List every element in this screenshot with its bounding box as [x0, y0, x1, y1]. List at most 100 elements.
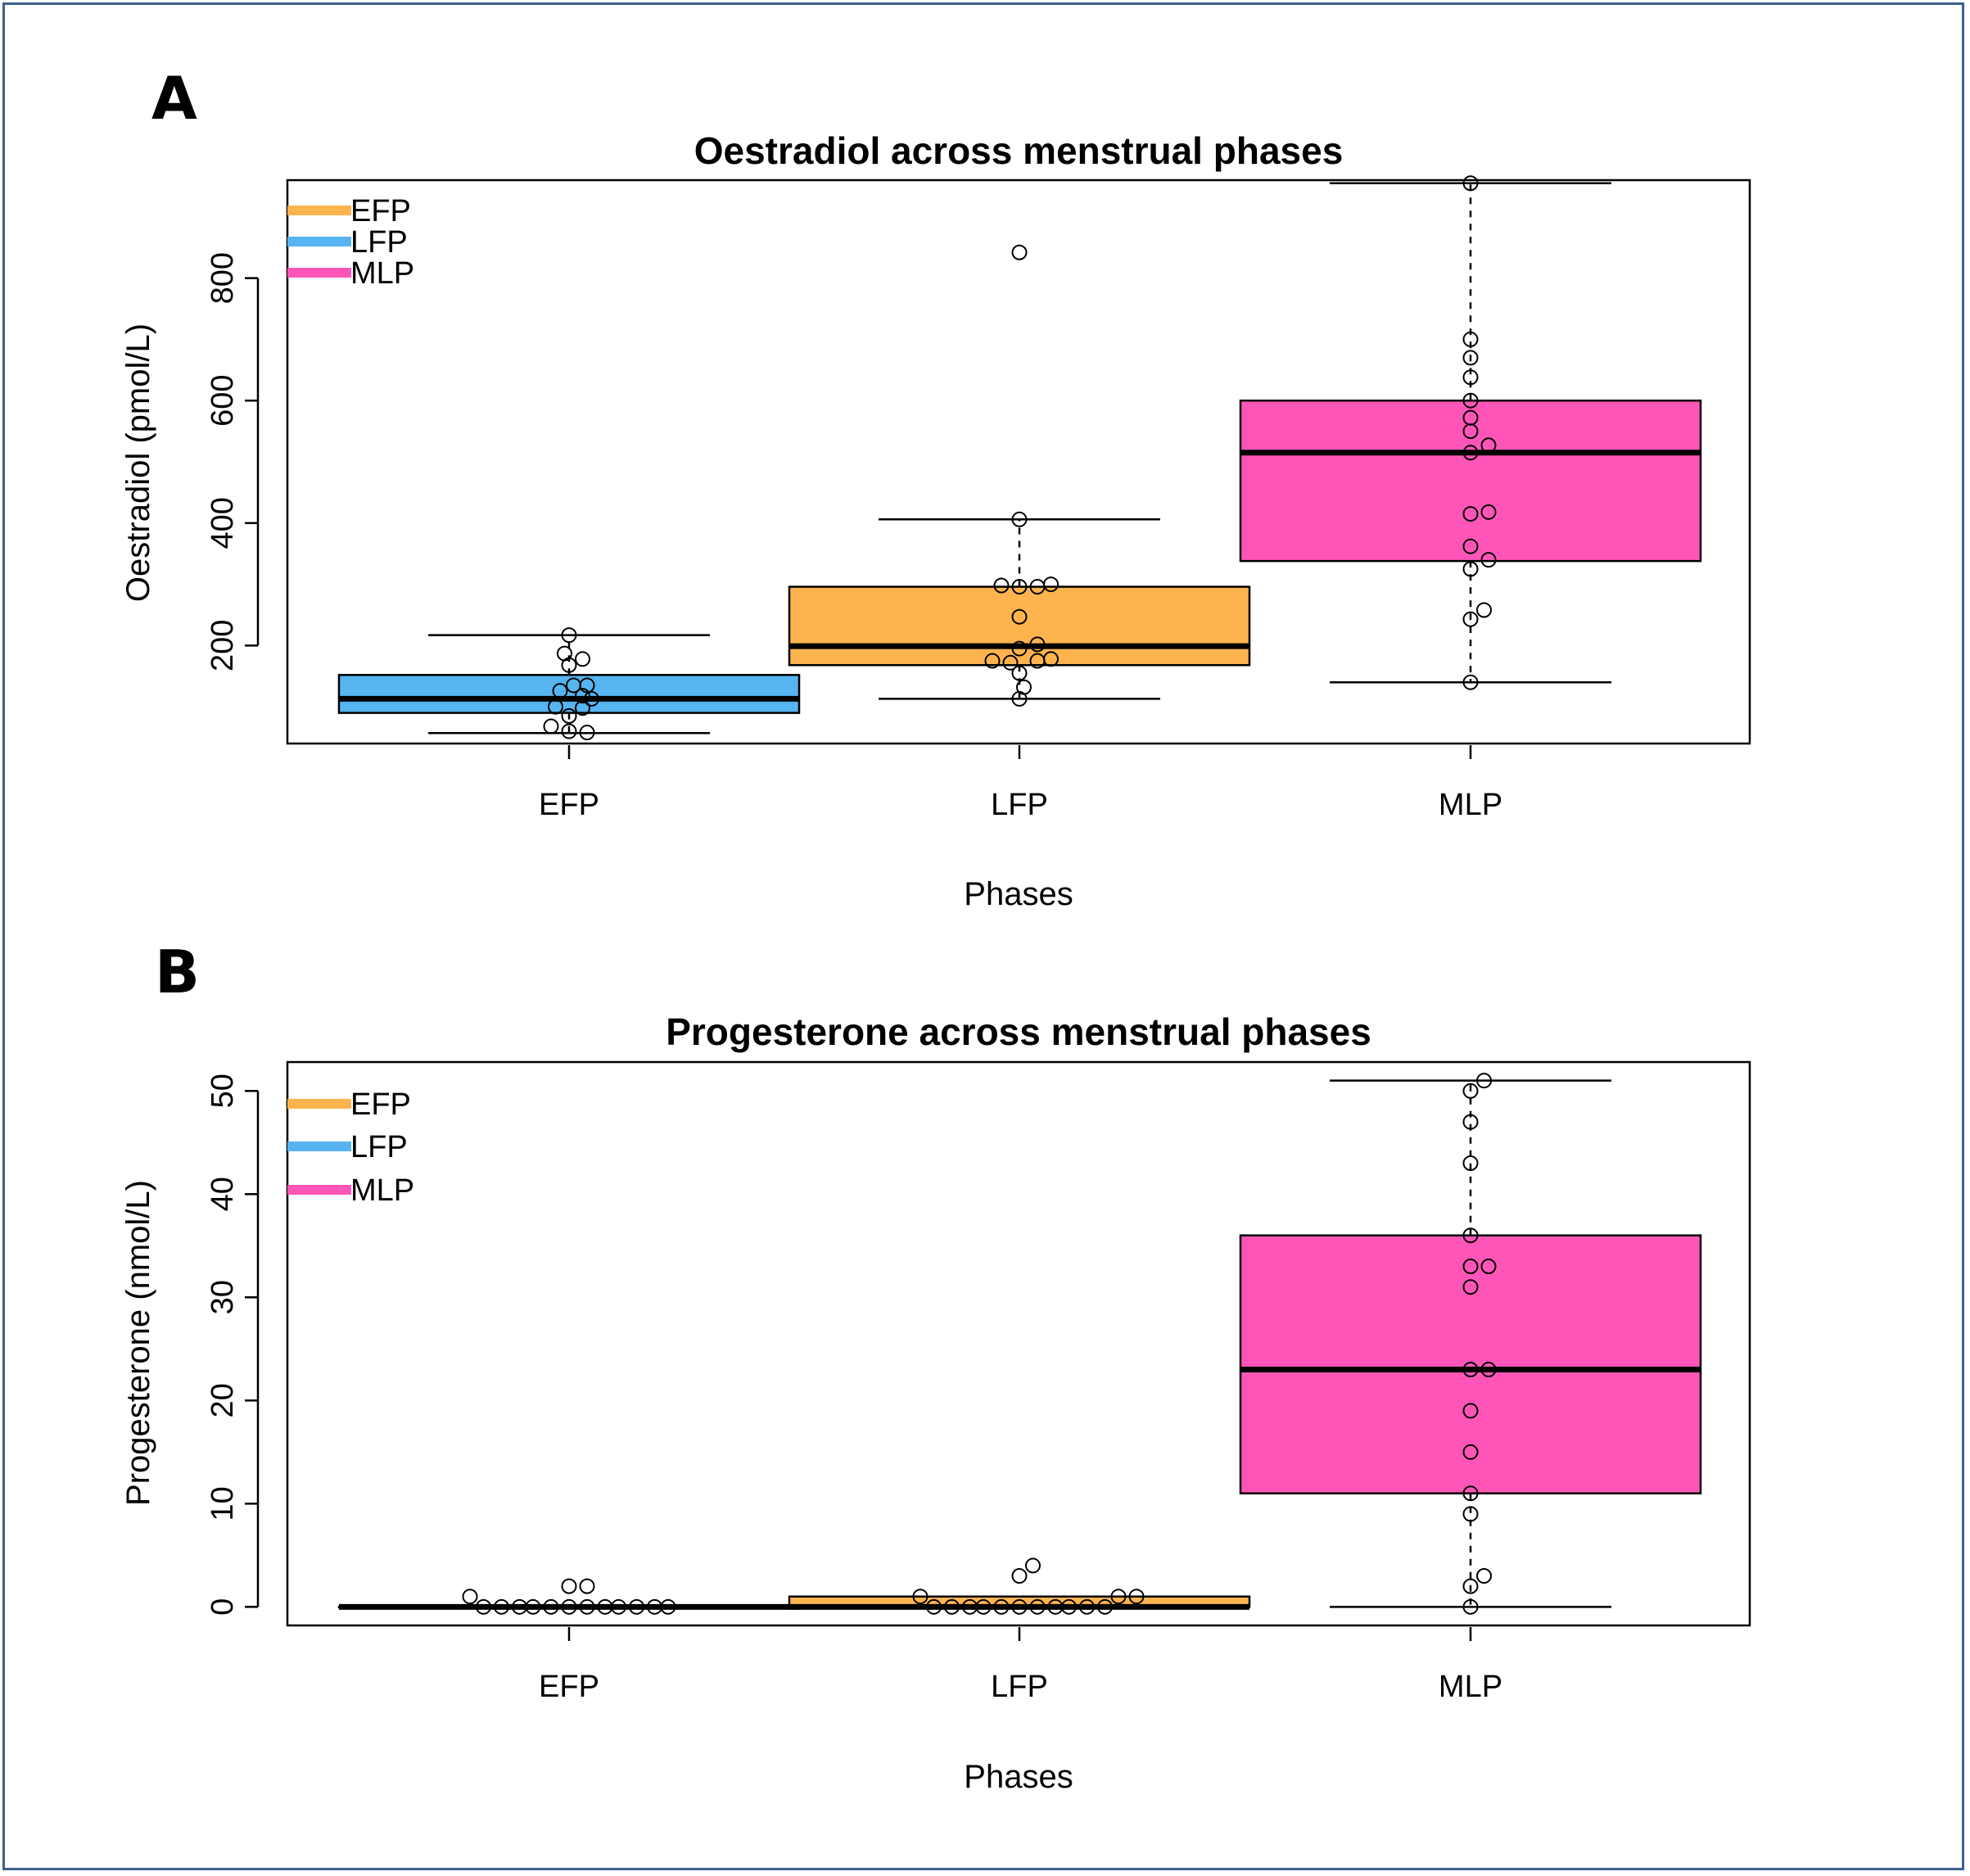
data-point [462, 1589, 478, 1605]
data-point [1462, 331, 1479, 347]
data-point [1462, 175, 1479, 192]
data-point [1462, 1444, 1479, 1460]
data-point [525, 1598, 541, 1615]
y-axis: 200 400 600 800 [206, 252, 260, 671]
data-point [1462, 1578, 1479, 1594]
data-point [494, 1598, 509, 1615]
y-tick-label: 40 [206, 1177, 240, 1211]
data-point [1476, 1073, 1492, 1089]
box-mlp [1239, 1234, 1702, 1494]
data-point [1462, 611, 1479, 627]
plot-frame [286, 1060, 1751, 1627]
data-point [575, 700, 590, 716]
data-point [561, 723, 577, 739]
data-point [1462, 1114, 1479, 1130]
data-point [1462, 1403, 1479, 1419]
data-point [629, 1598, 644, 1615]
y-axis: 0 10 20 30 40 50 [206, 1074, 260, 1616]
data-point [1029, 636, 1046, 653]
data-point [575, 651, 590, 667]
data-point [584, 690, 599, 707]
data-point [575, 688, 590, 704]
data-point [1079, 1598, 1095, 1615]
data-point [561, 657, 577, 673]
data-point [1043, 651, 1059, 667]
data-point [993, 1598, 1010, 1615]
x-axis-label: Phases [964, 876, 1073, 912]
data-point [1011, 244, 1028, 260]
data-point [1011, 665, 1028, 681]
legend-label: EFP [350, 194, 411, 228]
chart-title: Progesterone across menstrual phases [666, 1010, 1371, 1053]
data-point [1462, 392, 1479, 409]
data-point [561, 707, 577, 724]
box-lfp [788, 585, 1251, 667]
legend-label: EFP [350, 1087, 411, 1122]
y-tick-label: 30 [206, 1280, 240, 1314]
data-point [1462, 1598, 1479, 1615]
data-point [1011, 579, 1028, 595]
data-point [1462, 1083, 1479, 1099]
data-point [561, 627, 577, 644]
data-point [1462, 1506, 1479, 1522]
data-point [944, 1598, 960, 1615]
panel-letter-a: A [151, 64, 197, 133]
panel-a: A Oestradiol across menstrual phases Pha… [120, 64, 1751, 912]
y-axis-label: Progesterone (nmol/L) [120, 1180, 156, 1506]
data-point [1480, 552, 1497, 568]
y-tick-label: 20 [206, 1383, 240, 1417]
data-point [1462, 506, 1479, 522]
data-point [1462, 674, 1479, 690]
data-point [1011, 640, 1028, 657]
data-point [1110, 1589, 1127, 1605]
x-tick-label: LFP [991, 1670, 1048, 1704]
x-tick-label: MLP [1439, 788, 1502, 822]
data-point [1011, 690, 1028, 707]
data-point [1025, 1557, 1041, 1574]
data-point [1462, 350, 1479, 366]
data-point [1476, 1568, 1492, 1584]
box-mlp [1239, 399, 1702, 563]
data-point [1462, 538, 1479, 554]
data-point [912, 1589, 929, 1605]
y-tick-label: 50 [206, 1074, 240, 1108]
x-tick-label: LFP [991, 788, 1048, 822]
x-axis-label: Phases [964, 1759, 1073, 1795]
data-point [1462, 1279, 1479, 1295]
data-point [1476, 602, 1492, 618]
y-tick-label: 200 [206, 620, 240, 671]
x-axis: EFP LFP MLP [539, 745, 1502, 822]
legend-label: MLP [350, 1173, 414, 1208]
legend-label: LFP [350, 225, 408, 260]
legend: EFP LFP MLP [287, 1087, 414, 1208]
data-point [552, 683, 568, 699]
plot-frame [286, 179, 1751, 745]
data-point [1462, 369, 1479, 386]
data-point [579, 1578, 595, 1594]
data-point [1480, 1362, 1497, 1378]
data-point [561, 1598, 577, 1615]
data-point [1011, 511, 1028, 527]
data-point [1462, 1155, 1479, 1171]
data-point [1097, 1598, 1113, 1615]
data-point [993, 577, 1010, 594]
data-point [611, 1598, 626, 1615]
box-series [337, 182, 1702, 735]
point-series [462, 1073, 1497, 1615]
x-tick-label: EFP [539, 788, 599, 822]
data-point [1128, 1589, 1145, 1605]
x-tick-label: EFP [539, 1670, 599, 1704]
y-axis-label: Oestradiol (pmol/L) [120, 323, 156, 602]
data-point [1462, 1227, 1479, 1244]
data-point [1002, 654, 1019, 671]
x-tick-label: MLP [1439, 1670, 1502, 1704]
chart-title: Oestradiol across menstrual phases [694, 129, 1344, 172]
data-point [1011, 1598, 1028, 1615]
data-point [476, 1598, 491, 1615]
point-series [543, 175, 1497, 741]
data-point [1061, 1598, 1077, 1615]
legend-label: LFP [350, 1130, 408, 1164]
